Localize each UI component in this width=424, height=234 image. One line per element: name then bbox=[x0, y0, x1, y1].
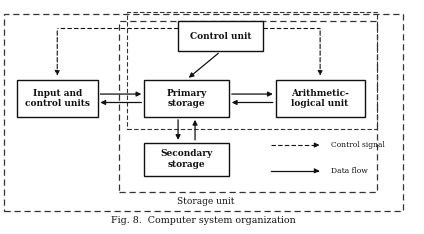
FancyBboxPatch shape bbox=[17, 80, 98, 117]
Bar bbox=[119, 21, 377, 192]
Bar bbox=[4, 14, 403, 211]
FancyBboxPatch shape bbox=[144, 143, 229, 176]
FancyBboxPatch shape bbox=[178, 21, 263, 51]
Text: Control signal: Control signal bbox=[331, 141, 385, 149]
FancyBboxPatch shape bbox=[144, 80, 229, 117]
Text: Arithmetic-
logical unit: Arithmetic- logical unit bbox=[291, 89, 349, 108]
Text: Input and
control units: Input and control units bbox=[25, 89, 90, 108]
Text: Secondary
storage: Secondary storage bbox=[160, 150, 213, 169]
Text: Control unit: Control unit bbox=[190, 32, 251, 41]
Text: Data flow: Data flow bbox=[331, 167, 368, 175]
FancyBboxPatch shape bbox=[276, 80, 365, 117]
Text: Storage unit: Storage unit bbox=[177, 197, 234, 206]
Text: Primary
storage: Primary storage bbox=[167, 89, 206, 108]
Bar bbox=[127, 12, 377, 129]
Text: Fig. 8.  Computer system organization: Fig. 8. Computer system organization bbox=[111, 216, 296, 225]
